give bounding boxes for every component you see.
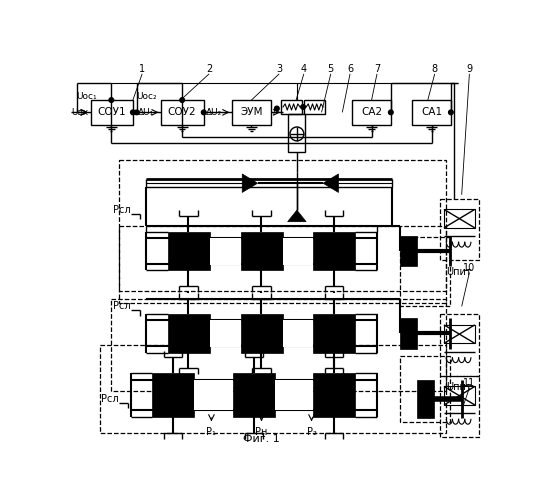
Text: 5: 5: [328, 64, 334, 74]
Bar: [440, 198, 479, 260]
Text: ΔU₂: ΔU₂: [206, 108, 222, 117]
Bar: [288, 114, 305, 152]
Bar: [400, 356, 450, 422]
Text: СОУ1: СОУ1: [97, 108, 126, 118]
Circle shape: [448, 110, 453, 114]
Bar: [444, 386, 475, 405]
Bar: [444, 210, 475, 228]
Bar: [232, 100, 270, 124]
Bar: [168, 232, 210, 270]
Polygon shape: [242, 174, 258, 193]
Circle shape: [201, 110, 206, 114]
Bar: [90, 100, 133, 124]
Text: Фиг. 1: Фиг. 1: [243, 434, 280, 444]
Bar: [313, 372, 355, 418]
Bar: [161, 100, 204, 124]
Text: ΔU₁: ΔU₁: [138, 108, 155, 117]
Text: 1: 1: [139, 64, 145, 74]
Text: Р₁: Р₁: [207, 427, 216, 437]
Bar: [210, 320, 241, 347]
Bar: [283, 320, 313, 347]
Bar: [152, 372, 194, 418]
Text: Рсл: Рсл: [101, 394, 118, 404]
Bar: [119, 226, 446, 302]
Bar: [304, 100, 325, 114]
Text: Uпит: Uпит: [446, 382, 472, 392]
Bar: [283, 238, 313, 265]
Bar: [119, 160, 446, 291]
Circle shape: [109, 98, 114, 102]
Bar: [100, 345, 446, 434]
Text: Uос₁: Uос₁: [77, 92, 97, 100]
Bar: [281, 100, 302, 114]
Text: Uвх: Uвх: [71, 108, 89, 117]
Text: 10: 10: [463, 263, 476, 273]
Bar: [194, 380, 233, 410]
Bar: [440, 376, 479, 438]
Bar: [313, 232, 355, 270]
Circle shape: [180, 98, 184, 102]
Text: СА2: СА2: [361, 108, 382, 118]
Text: 2: 2: [206, 64, 212, 74]
Bar: [400, 318, 417, 349]
Text: 7: 7: [374, 64, 380, 74]
Text: Uпит: Uпит: [446, 267, 472, 277]
Circle shape: [275, 106, 279, 111]
Text: Uос₂: Uос₂: [136, 92, 156, 100]
Polygon shape: [323, 174, 339, 193]
Text: Рсл: Рсл: [113, 302, 130, 312]
Bar: [400, 237, 450, 306]
Bar: [417, 380, 434, 418]
Text: 3: 3: [276, 64, 282, 74]
Text: Рсл: Рсл: [113, 205, 130, 215]
Text: Рн: Рн: [255, 427, 268, 437]
Bar: [233, 372, 275, 418]
Bar: [241, 314, 283, 352]
Bar: [412, 100, 451, 124]
Text: 11: 11: [463, 378, 476, 388]
Bar: [313, 314, 355, 352]
Bar: [440, 314, 479, 376]
Bar: [111, 298, 446, 391]
Text: 6: 6: [347, 64, 353, 74]
Text: i: i: [273, 108, 275, 117]
Text: СА1: СА1: [421, 108, 442, 118]
Circle shape: [388, 110, 393, 114]
Text: ЭУМ: ЭУМ: [240, 108, 263, 118]
Text: 4: 4: [301, 64, 307, 74]
Circle shape: [130, 110, 135, 114]
Bar: [168, 314, 210, 352]
Bar: [241, 232, 283, 270]
Text: СОУ2: СОУ2: [168, 108, 196, 118]
Bar: [210, 238, 241, 265]
Circle shape: [134, 110, 139, 114]
Bar: [444, 325, 475, 344]
Bar: [352, 100, 391, 124]
Circle shape: [301, 104, 305, 110]
Bar: [275, 380, 313, 410]
Polygon shape: [288, 210, 306, 222]
Text: 9: 9: [466, 64, 472, 74]
Bar: [400, 236, 417, 266]
Text: Р₂: Р₂: [307, 427, 316, 437]
Text: 8: 8: [432, 64, 438, 74]
